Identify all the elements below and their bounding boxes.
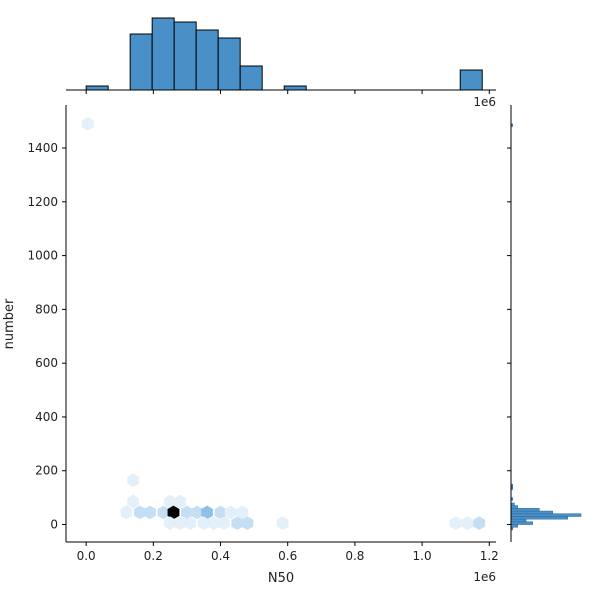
top-hist-bar	[85, 85, 109, 91]
right-hist-bar	[510, 505, 518, 509]
y-axis-ticks: 0 200 400 600 800 1000 1200 1400	[27, 141, 66, 532]
hexbin-cell	[120, 505, 133, 520]
y-tick-label: 1400	[27, 141, 58, 155]
x-tick-label: 0.4	[211, 549, 230, 563]
hexbin-cell	[473, 516, 486, 531]
hexbin-cell	[224, 505, 237, 520]
top-hist-bar	[151, 17, 175, 91]
right-hist-bar	[510, 510, 553, 515]
top-hist-bar	[217, 37, 241, 91]
x-axis-label: N50	[268, 571, 294, 586]
right-hist-bar	[510, 518, 527, 523]
hexbin-cell	[157, 505, 170, 520]
hexbin-cell	[207, 516, 220, 531]
x-tick-label: 1.0	[413, 549, 432, 563]
top-hist-bar	[195, 29, 219, 91]
y-tick-label: 1200	[27, 195, 58, 209]
top-hist-bar	[459, 69, 483, 91]
right-hist-ticks	[507, 147, 511, 526]
hexbin-cell	[236, 505, 249, 520]
top-hist-ticks	[85, 90, 490, 94]
hexbin-cell	[461, 516, 474, 531]
y-tick-label: 400	[35, 410, 58, 424]
x-axis-ticks: 0.0 0.2 0.4 0.6 0.8 1.0 1.2	[77, 542, 499, 563]
hexbin-cell	[81, 116, 94, 131]
hexbin-cell	[241, 516, 254, 531]
top-hist-offset-label: 1e6	[473, 95, 496, 109]
y-tick-label: 800	[35, 302, 58, 316]
x-axis-offset-label: 1e6	[473, 570, 496, 584]
x-tick-label: 1.2	[480, 549, 499, 563]
hexbin-cell	[144, 505, 156, 520]
x-tick-label: 0.8	[345, 549, 364, 563]
top-marginal-histogram	[85, 17, 483, 91]
hexbin-cell	[276, 516, 289, 531]
top-hist-bar	[173, 21, 197, 91]
hexbin-plot	[81, 116, 486, 531]
hexbin-cell	[191, 505, 203, 520]
right-hist-bar	[510, 516, 568, 520]
hexbin-cell	[174, 494, 187, 509]
hexbin-cell	[133, 505, 146, 520]
hexbin-cell	[184, 516, 197, 531]
x-tick-label: 0.2	[144, 549, 163, 563]
right-hist-bar	[510, 513, 582, 517]
y-tick-label: 200	[35, 464, 58, 478]
top-hist-bar	[129, 33, 153, 91]
y-tick-label: 0	[50, 518, 58, 532]
right-hist-bar	[510, 508, 540, 512]
hexbin-cell	[127, 494, 140, 509]
right-marginal-histogram	[510, 123, 582, 531]
y-tick-label: 600	[35, 356, 58, 370]
hexbin-cell	[449, 516, 462, 531]
x-tick-label: 0.6	[278, 549, 297, 563]
hexbin-cell	[217, 516, 230, 531]
y-tick-label: 1000	[27, 249, 58, 263]
x-tick-label: 0.0	[77, 549, 96, 563]
hexbin-cell	[174, 516, 187, 531]
y-axis-label: number	[2, 298, 17, 349]
right-hist-bar	[510, 524, 518, 528]
top-hist-bar	[283, 85, 307, 91]
top-hist-bar	[239, 65, 263, 91]
hexbin-cell	[127, 473, 140, 487]
right-hist-bar	[510, 521, 533, 525]
